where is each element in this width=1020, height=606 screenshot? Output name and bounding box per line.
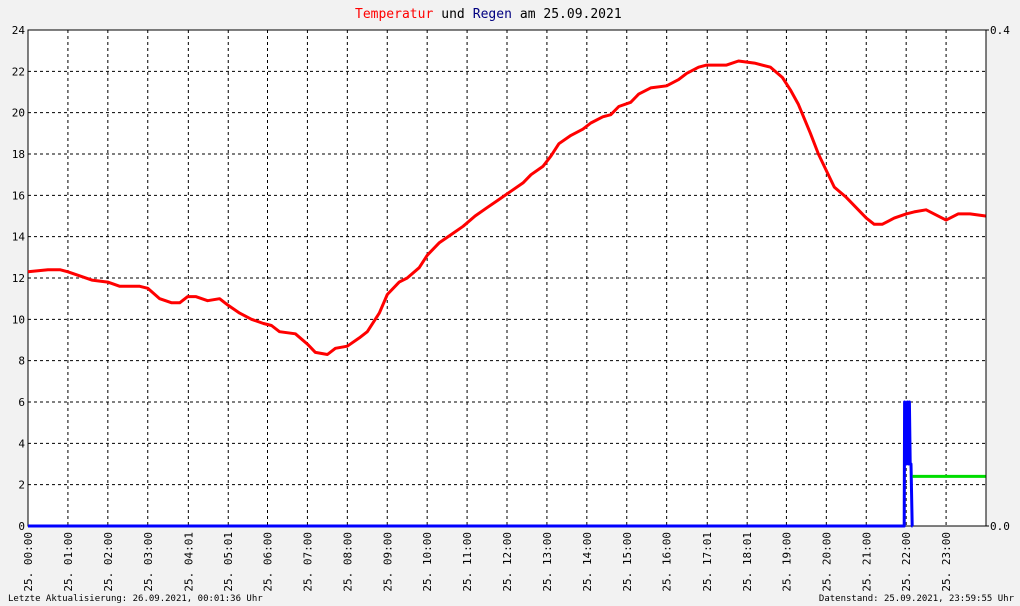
x-tick-label: 25. 05:01 (222, 532, 235, 592)
x-tick-label: 25. 15:00 (621, 532, 634, 592)
title-series-name: Regen (473, 7, 512, 22)
x-tick-label: 25. 16:00 (661, 532, 674, 592)
title-series-name: Temperatur (355, 7, 433, 22)
x-tick-label: 25. 23:00 (940, 532, 953, 592)
footer-left: Letzte Aktualisierung: 26.09.2021, 00:01… (8, 594, 263, 604)
y2-tick-label: 0.4 (990, 24, 1010, 37)
x-tick-label: 25. 18:01 (741, 532, 754, 592)
y-tick-label: 20 (12, 107, 25, 120)
x-tick-label: 25. 13:00 (541, 532, 554, 592)
y-tick-label: 16 (12, 189, 25, 202)
y-tick-label: 12 (12, 272, 25, 285)
x-tick-label: 25. 22:00 (900, 532, 913, 592)
x-tick-label: 25. 14:00 (581, 532, 594, 592)
x-tick-label: 25. 12:00 (501, 532, 514, 592)
x-tick-label: 25. 11:00 (461, 532, 474, 592)
chart-title: Temperatur und Regen am 25.09.2021 (355, 7, 622, 22)
title-part: und (441, 7, 464, 22)
y2-tick-label: 0.0 (990, 520, 1010, 533)
title-part: am 25.09.2021 (520, 7, 622, 22)
x-tick-label: 25. 17:01 (701, 532, 714, 592)
x-tick-label: 25. 00:00 (22, 532, 35, 592)
x-tick-label: 25. 21:00 (860, 532, 873, 592)
x-tick-label: 25. 06:00 (262, 532, 275, 592)
y-tick-label: 6 (18, 396, 25, 409)
y-tick-label: 0 (18, 520, 25, 533)
y-tick-label: 18 (12, 148, 25, 161)
y-tick-label: 22 (12, 65, 25, 78)
y-tick-label: 14 (12, 231, 26, 244)
series-line (27, 59, 986, 356)
x-tick-label: 25. 02:00 (102, 532, 115, 592)
x-tick-label: 25. 01:00 (62, 532, 75, 592)
x-tick-label: 25. 04:01 (182, 532, 195, 592)
y-tick-label: 8 (18, 355, 25, 368)
y-tick-label: 10 (12, 313, 25, 326)
y-tick-label: 24 (12, 24, 26, 37)
x-tick-label: 25. 10:00 (421, 532, 434, 592)
x-tick-label: 25. 03:00 (142, 532, 155, 592)
x-tick-label: 25. 20:00 (820, 532, 833, 592)
x-tick-label: 25. 08:00 (341, 532, 354, 592)
x-tick-label: 25. 09:00 (381, 532, 394, 592)
footer-right: Datenstand: 25.09.2021, 23:59:55 Uhr (819, 594, 1015, 604)
y-tick-label: 4 (18, 437, 25, 450)
x-tick-label: 25. 19:00 (780, 532, 793, 592)
x-tick-label: 25. 07:00 (301, 532, 314, 592)
series-line (28, 400, 914, 528)
y-tick-label: 2 (18, 479, 25, 492)
